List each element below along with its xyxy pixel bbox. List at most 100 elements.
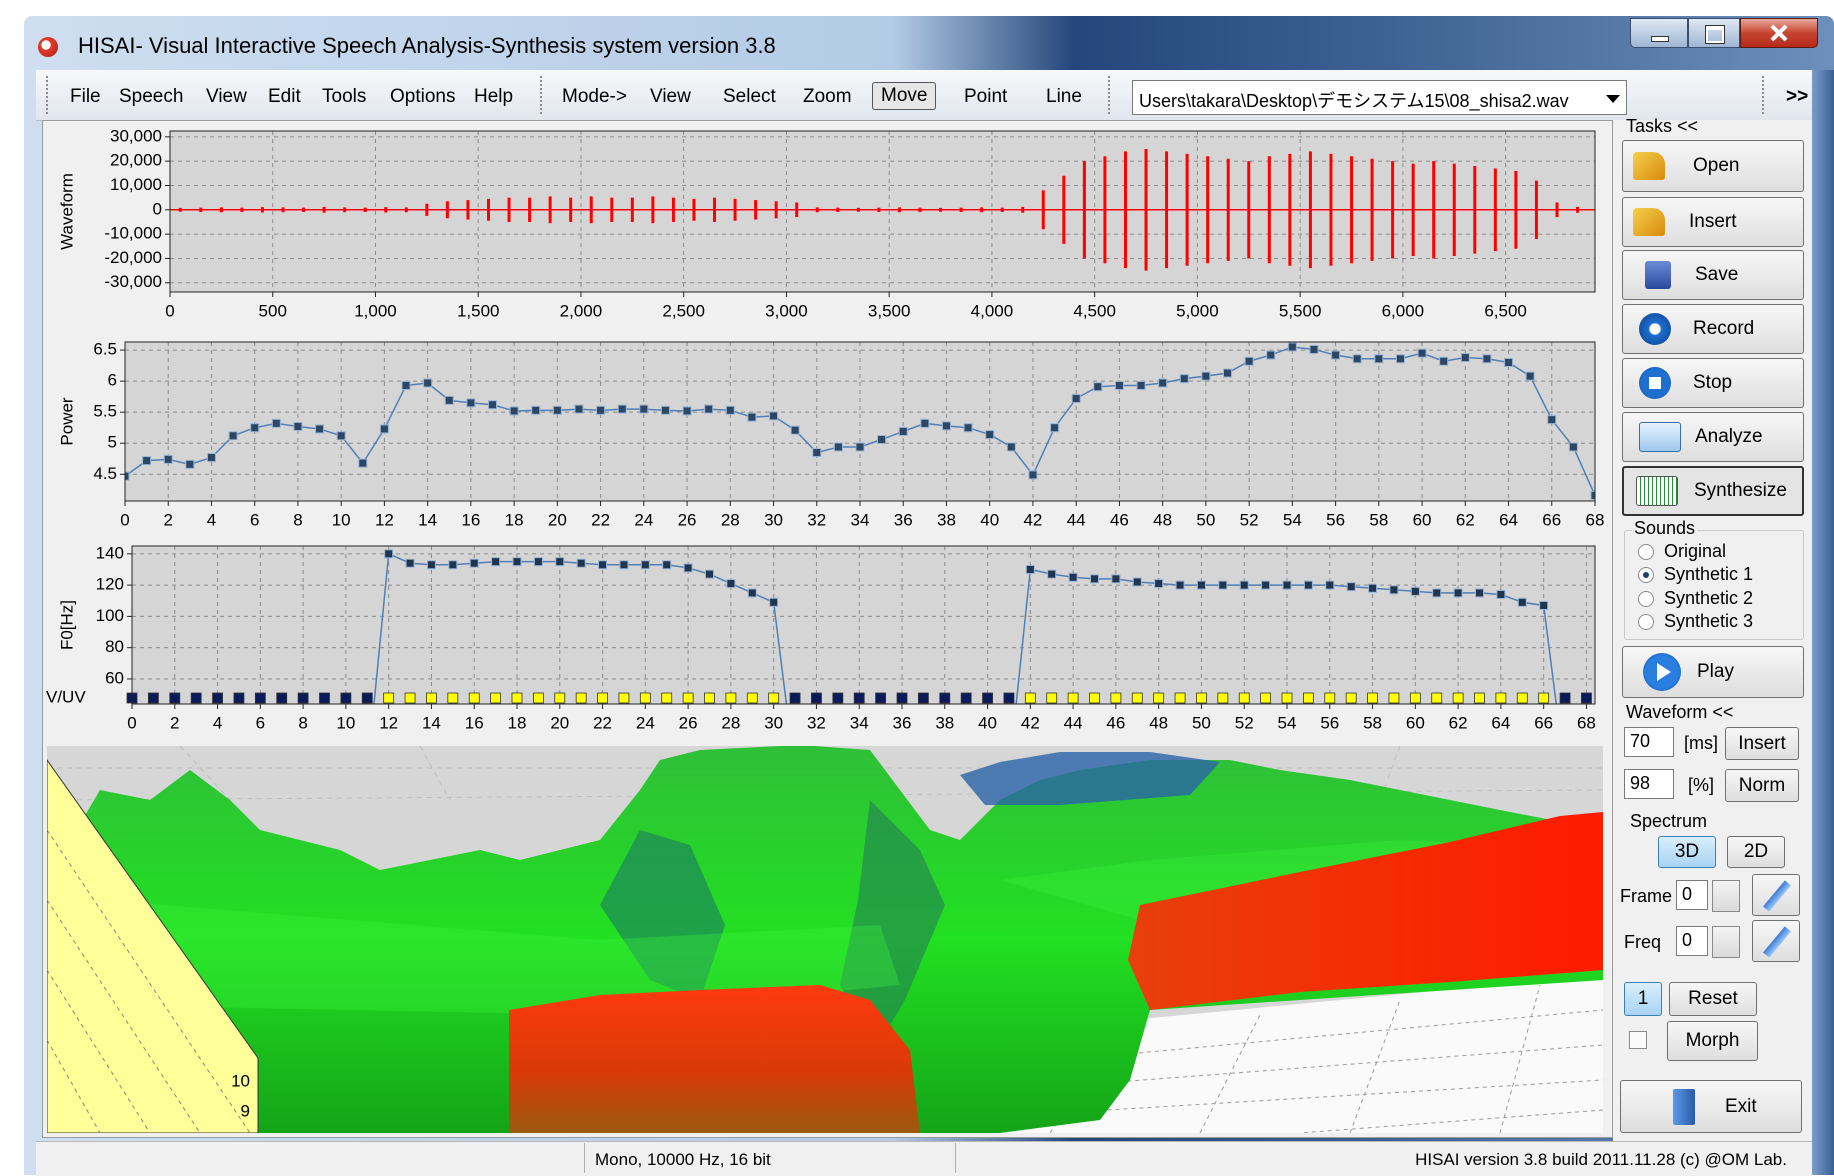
maximize-button[interactable] xyxy=(1688,18,1740,48)
x-tick-label: 60 xyxy=(1413,510,1432,529)
group-title: Tasks << xyxy=(1626,116,1699,136)
spectrum-wall-grid xyxy=(47,829,251,1133)
marker xyxy=(293,421,303,431)
menu-item[interactable]: Help xyxy=(474,86,514,107)
marker xyxy=(1050,423,1060,433)
status-version: HISAI version 3.8 build 2011.11.28 (c) @… xyxy=(1415,1150,1787,1169)
open-button[interactable]: Open xyxy=(1622,140,1804,192)
plot-area xyxy=(170,131,1595,292)
frame-input[interactable]: 0 xyxy=(1676,880,1708,910)
marker xyxy=(1475,588,1484,598)
marker xyxy=(509,406,519,416)
exit-button[interactable]: Exit xyxy=(1620,1080,1802,1133)
x-tick-label: 58 xyxy=(1369,510,1388,529)
y-tick-label: 10,000 xyxy=(110,175,162,194)
close-button[interactable] xyxy=(1740,18,1818,48)
reset-button[interactable]: Reset xyxy=(1669,982,1757,1016)
vuv-marker xyxy=(811,692,822,704)
plot-data xyxy=(125,342,1595,500)
vuv-marker xyxy=(1046,692,1058,704)
vuv-marker xyxy=(233,692,245,704)
status-bar xyxy=(36,1141,1812,1176)
x-tick-label: 6 xyxy=(256,713,265,732)
menu-item[interactable]: Tools xyxy=(322,86,367,107)
mode-button[interactable]: Line xyxy=(1046,86,1082,107)
spectrum-mode-button[interactable]: 2D xyxy=(1727,836,1785,868)
marker xyxy=(444,395,454,405)
morph-checkbox[interactable] xyxy=(1629,1031,1647,1049)
freq-edit-button[interactable] xyxy=(1752,920,1800,962)
mode-button[interactable]: Point xyxy=(964,86,1008,107)
length-input[interactable]: 70 xyxy=(1624,727,1674,757)
menu-item[interactable]: File xyxy=(70,86,101,107)
norm-input[interactable]: 98 xyxy=(1624,769,1674,799)
button-label: Open xyxy=(1693,155,1740,176)
radio[interactable] xyxy=(1638,567,1654,583)
vuv-marker xyxy=(682,692,694,704)
marker xyxy=(1395,354,1405,364)
save-button[interactable]: Save xyxy=(1622,250,1804,300)
y-tick-label: 5.5 xyxy=(93,402,117,421)
marker xyxy=(379,424,389,434)
morph-button[interactable]: Morph xyxy=(1667,1021,1758,1061)
toolbar-more[interactable]: >> xyxy=(1786,86,1809,107)
marker xyxy=(1261,580,1271,590)
analyze-button[interactable]: Analyze xyxy=(1622,412,1804,462)
button-label: Reset xyxy=(1688,988,1738,1009)
status-format: Mono, 10000 Hz, 16 bit xyxy=(595,1150,771,1169)
menu-item[interactable]: Edit xyxy=(268,86,301,107)
insert-wave-button[interactable]: Insert xyxy=(1725,727,1799,760)
x-tick-label: 44 xyxy=(1064,713,1083,732)
mode-button[interactable]: Move xyxy=(872,82,937,110)
radio[interactable] xyxy=(1638,614,1654,630)
y-axis-label: Waveform xyxy=(57,173,76,250)
freq-spinner[interactable] xyxy=(1712,926,1740,958)
menu-item[interactable]: Speech xyxy=(119,86,184,107)
radio[interactable] xyxy=(1638,544,1654,560)
marker xyxy=(1547,415,1557,425)
y-tick-label: 30,000 xyxy=(110,126,162,145)
freq-input[interactable]: 0 xyxy=(1676,926,1708,956)
marker xyxy=(271,418,281,428)
x-tick-label: 3,000 xyxy=(765,301,808,320)
spectrum-axis-label: 10 xyxy=(231,1071,250,1090)
radio-label: Synthetic 3 xyxy=(1664,611,1754,631)
vuv-marker xyxy=(404,692,416,704)
file-combo[interactable]: Users\takara\Desktop\デモシステム15\08_shisa2.… xyxy=(1132,80,1627,115)
radio[interactable] xyxy=(1638,591,1654,607)
y-tick-label: -20,000 xyxy=(104,248,162,267)
record-button[interactable]: Record xyxy=(1622,304,1804,354)
mode-button[interactable]: Zoom xyxy=(803,86,852,107)
channel-button[interactable]: 1 xyxy=(1624,982,1662,1016)
minimize-button[interactable] xyxy=(1630,18,1688,48)
group-title: Sounds xyxy=(1632,518,1698,539)
stop-button[interactable]: Stop xyxy=(1622,358,1804,408)
norm-button[interactable]: Norm xyxy=(1725,769,1799,802)
x-tick-label: 16 xyxy=(465,713,484,732)
menu-item[interactable]: View xyxy=(206,86,247,107)
synthesize-button[interactable]: Synthesize xyxy=(1622,466,1804,516)
insert-button[interactable]: Insert xyxy=(1622,197,1804,247)
x-tick-label: 56 xyxy=(1326,510,1345,529)
marker xyxy=(555,557,565,567)
marker xyxy=(920,418,930,428)
marker xyxy=(1439,356,1449,366)
button-label: Save xyxy=(1695,264,1739,285)
marker xyxy=(488,400,497,410)
plot-data xyxy=(373,549,1558,704)
frame-spinner[interactable] xyxy=(1712,880,1740,912)
marker xyxy=(1568,442,1578,452)
status-separator xyxy=(955,1143,956,1173)
mode-button[interactable]: Select xyxy=(723,86,776,107)
mode-button[interactable]: View xyxy=(650,86,691,107)
x-tick-label: 62 xyxy=(1456,510,1475,529)
x-tick-label: 20 xyxy=(550,713,569,732)
marker xyxy=(1282,580,1292,590)
y-tick-label: 60 xyxy=(105,668,124,687)
vuv-marker xyxy=(426,692,437,704)
marker xyxy=(812,448,822,458)
play-button[interactable]: Play xyxy=(1622,646,1804,698)
spectrum-mode-button[interactable]: 3D xyxy=(1658,836,1716,868)
frame-edit-button[interactable] xyxy=(1752,874,1800,916)
menu-item[interactable]: Options xyxy=(390,86,456,107)
